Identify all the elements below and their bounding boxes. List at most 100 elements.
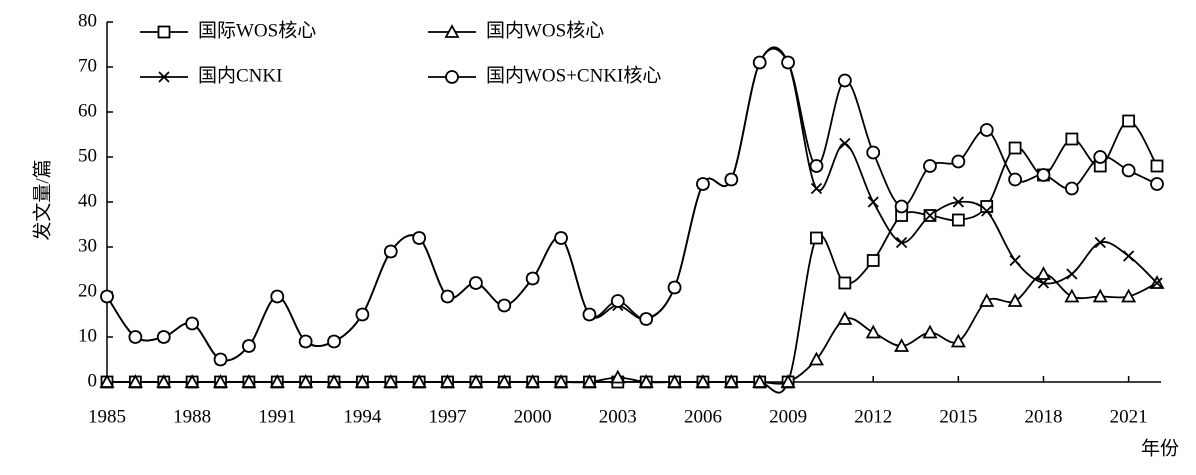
x-tick-label: 1994: [343, 406, 382, 427]
data-point: [1151, 277, 1163, 289]
data-point: [127, 374, 143, 388]
data-point: [412, 231, 427, 245]
data-point: [383, 374, 399, 388]
y-tick-label: 0: [88, 370, 98, 391]
x-tick-label: 2015: [939, 406, 977, 427]
data-point: [582, 307, 597, 322]
data-point: [497, 298, 512, 313]
data-point: [1064, 288, 1080, 303]
data-point: [1122, 114, 1136, 128]
data-point: [981, 205, 993, 217]
data-point: [695, 374, 711, 388]
data-point: [355, 307, 370, 322]
data-point: [979, 123, 994, 137]
data-point: [894, 338, 910, 352]
data-point: [554, 231, 568, 245]
data-point: [667, 280, 682, 295]
series-line: [107, 273, 1158, 385]
data-point: [724, 172, 739, 187]
data-point: [780, 374, 796, 388]
data-point: [1065, 132, 1079, 146]
data-point: [496, 374, 512, 388]
data-point: [952, 196, 964, 208]
y-tick-label: 60: [78, 100, 97, 121]
data-point: [1066, 268, 1078, 280]
data-point: [327, 334, 341, 349]
data-point: [411, 374, 427, 388]
data-point: [440, 289, 455, 304]
data-point: [525, 271, 540, 286]
data-point: [951, 213, 965, 227]
legend-label: 国内WOS核心: [486, 19, 604, 41]
x-axis-label: 年份: [1141, 437, 1179, 459]
data-point: [156, 330, 171, 344]
data-point: [809, 159, 824, 173]
y-tick-label: 80: [78, 10, 97, 31]
data-point: [752, 374, 768, 388]
data-point: [923, 159, 937, 173]
legend-marker: [157, 25, 171, 39]
data-point: [924, 209, 936, 222]
data-point: [1007, 293, 1023, 307]
data-point: [1121, 163, 1136, 178]
data-point: [1094, 236, 1106, 249]
data-point: [1008, 141, 1022, 155]
data-point: [866, 145, 881, 160]
data-point: [922, 324, 938, 339]
data-point: [1035, 266, 1052, 280]
data-point: [1093, 150, 1108, 164]
data-point: [667, 374, 683, 388]
data-point: [156, 374, 172, 388]
y-tick-label: 10: [78, 325, 97, 346]
x-tick-label: 2009: [769, 406, 807, 427]
data-point: [298, 374, 314, 388]
data-point: [100, 289, 114, 304]
data-point: [1036, 168, 1051, 182]
data-point: [553, 374, 569, 388]
data-point: [639, 312, 654, 326]
legend-marker: [444, 24, 460, 38]
legend-marker: [445, 70, 459, 84]
x-tick-label: 1991: [258, 406, 296, 427]
data-point: [1121, 288, 1137, 303]
data-point: [810, 182, 823, 195]
y-tick-label: 20: [78, 280, 97, 301]
data-point: [468, 374, 484, 388]
legend-label: 国内WOS+CNKI核心: [486, 64, 661, 86]
x-tick-label: 1997: [429, 406, 467, 427]
data-point: [723, 374, 739, 388]
data-point: [128, 330, 143, 344]
data-point: [696, 177, 710, 191]
y-tick-label: 70: [78, 55, 97, 76]
data-point: [752, 55, 767, 70]
x-tick-label: 2012: [854, 406, 892, 427]
data-point: [1150, 177, 1164, 191]
data-point: [354, 374, 370, 388]
y-tick-label: 40: [78, 190, 97, 211]
data-point: [298, 334, 313, 349]
data-point: [99, 374, 115, 388]
data-point: [581, 374, 597, 388]
x-tick-label: 2021: [1110, 406, 1148, 427]
legend-label: 国内CNKI: [198, 64, 282, 86]
legend-label: 国际WOS核心: [198, 19, 316, 41]
data-point: [839, 137, 851, 150]
x-tick-label: 1985: [88, 406, 126, 427]
data-point: [469, 276, 483, 290]
data-point: [1150, 159, 1164, 173]
data-point: [1009, 254, 1021, 267]
data-point: [865, 324, 881, 339]
x-tick-label: 2003: [599, 406, 637, 427]
data-point: [638, 374, 654, 388]
x-tick-label: 1988: [173, 406, 211, 427]
x-tick-label: 2006: [684, 406, 722, 427]
data-point: [951, 154, 966, 169]
data-point: [212, 374, 229, 388]
data-point: [241, 374, 257, 388]
data-point: [185, 316, 200, 331]
data-point: [895, 236, 908, 249]
y-tick-label: 30: [78, 235, 97, 256]
y-tick-label: 50: [78, 145, 97, 166]
data-point: [781, 55, 795, 70]
data-point: [1037, 277, 1050, 289]
